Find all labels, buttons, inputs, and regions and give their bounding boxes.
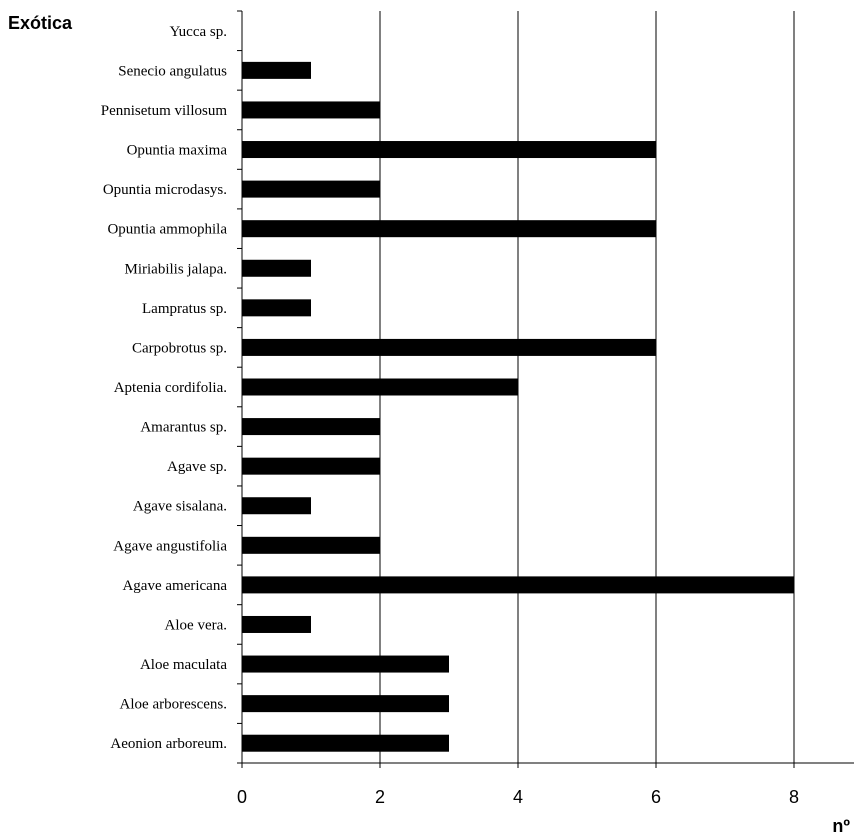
- bar: [242, 180, 380, 198]
- category-label: Carpobrotus sp.: [132, 340, 227, 356]
- bar: [242, 141, 656, 159]
- x-tick-label: 8: [789, 787, 799, 807]
- category-label: Agave sp.: [167, 459, 227, 475]
- category-label: Agave angustifolia: [113, 538, 227, 554]
- bar: [242, 576, 794, 594]
- category-label: Senecio angulatus: [118, 63, 227, 79]
- bar-layer: [242, 61, 794, 752]
- bar: [242, 695, 449, 713]
- x-tick-label: 6: [651, 787, 661, 807]
- category-label: Agave sisalana.: [133, 499, 227, 515]
- bar: [242, 220, 656, 238]
- bar: [242, 457, 380, 475]
- bar: [242, 734, 449, 752]
- bar: [242, 418, 380, 436]
- bar: [242, 299, 311, 317]
- bar: [242, 536, 380, 554]
- bar: [242, 497, 311, 515]
- label-layer: Yucca sp. Senecio angulatus Pennisetum vil…: [101, 24, 799, 807]
- category-label: Lampratus sp.: [142, 301, 227, 317]
- category-label: Opuntia maxima: [127, 143, 228, 159]
- category-label: Aloe vera.: [165, 617, 227, 633]
- bar: [242, 655, 449, 673]
- x-axis-label: nº: [832, 816, 850, 836]
- category-label: Opuntia microdasys.: [103, 182, 227, 198]
- category-label: Aloe maculata: [140, 657, 227, 673]
- category-label: Yucca sp.: [170, 24, 227, 40]
- category-label: Aptenia cordifolia.: [114, 380, 227, 396]
- bar: [242, 259, 311, 277]
- category-label: Aloe arborescens.: [120, 697, 227, 713]
- x-tick-label: 0: [237, 787, 247, 807]
- bar: [242, 338, 656, 356]
- bar: [242, 101, 380, 119]
- category-label: Miriabilis jalapa.: [125, 261, 227, 277]
- x-tick-label: 4: [513, 787, 523, 807]
- category-label: Amarantus sp.: [140, 420, 227, 436]
- chart-title: Exótica: [8, 13, 73, 33]
- bar: [242, 378, 518, 396]
- category-label: Aeonion arboreum.: [110, 736, 227, 752]
- category-label: Pennisetum villosum: [101, 103, 228, 119]
- category-label: Opuntia ammophila: [107, 222, 227, 238]
- axis-layer: [237, 10, 854, 768]
- bar: [242, 61, 311, 79]
- bar: [242, 615, 311, 633]
- x-tick-label: 2: [375, 787, 385, 807]
- category-label: Agave americana: [122, 578, 227, 594]
